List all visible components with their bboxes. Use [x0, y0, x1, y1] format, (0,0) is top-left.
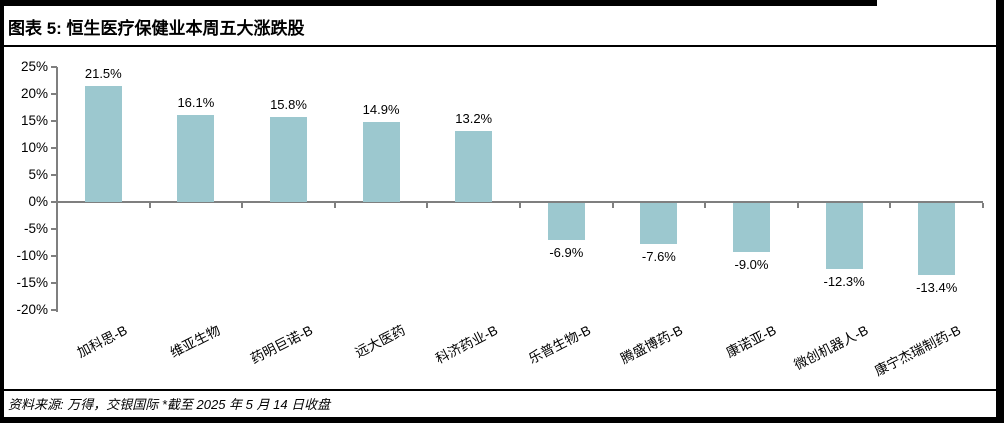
frame-right-rule — [996, 0, 1004, 423]
x-axis-tick — [704, 203, 707, 208]
y-axis-tick-label: 10% — [20, 140, 48, 156]
bar-value-label: -6.9% — [549, 245, 584, 261]
y-axis-tick — [51, 254, 57, 257]
bar — [84, 86, 122, 202]
bar-value-label: -7.6% — [641, 248, 676, 264]
y-axis-tick — [51, 120, 57, 123]
x-axis-tick — [333, 203, 336, 208]
x-axis-tick — [796, 203, 799, 208]
y-axis-tick-label: 0% — [28, 194, 48, 209]
y-axis-tick-label: 25% — [20, 59, 48, 75]
footer-separator-rule — [0, 389, 1004, 391]
y-axis-tick — [51, 93, 57, 96]
y-axis-tick — [51, 281, 57, 284]
y-axis-line — [56, 67, 58, 312]
y-axis-tick — [51, 66, 57, 69]
bar-value-label: 21.5% — [84, 66, 122, 82]
x-axis-zero-line — [56, 201, 983, 203]
y-axis-tick — [51, 147, 57, 150]
bar — [547, 203, 585, 241]
y-axis-tick — [51, 201, 57, 203]
x-axis-tick — [889, 203, 892, 208]
bar-value-label: 15.8% — [270, 96, 307, 112]
category-label: 乐普生物-B — [525, 322, 593, 367]
y-axis-tick-label: -20% — [16, 301, 48, 317]
category-label: 康诺亚-B — [723, 322, 779, 361]
bar — [918, 203, 956, 276]
chart-title: 图表 5: 恒生医疗保健业本周五大涨跌股 — [8, 19, 305, 38]
x-axis-tick — [426, 203, 429, 208]
frame-bottom-rule — [0, 417, 1004, 423]
x-axis-tick — [982, 203, 984, 208]
y-axis-tick-label: -10% — [16, 247, 48, 263]
bar-value-label: 14.9% — [362, 101, 400, 117]
category-label: 微创机器人-B — [791, 322, 871, 373]
bar-value-label: 13.2% — [455, 110, 493, 126]
bar — [640, 203, 678, 244]
bar — [733, 203, 770, 252]
bar-value-label: -12.3% — [823, 274, 865, 290]
x-axis-tick — [148, 203, 151, 208]
category-label: 腾盛博药-B — [618, 322, 686, 367]
bar — [362, 121, 400, 202]
x-axis-tick — [241, 203, 244, 208]
y-axis-tick-label: -15% — [16, 274, 48, 290]
y-axis-tick — [51, 308, 57, 311]
title-separator-rule — [0, 45, 1004, 47]
x-axis-tick — [611, 203, 614, 208]
y-axis-tick-label: -5% — [23, 220, 48, 236]
bar — [455, 130, 493, 202]
bar-value-label: -9.0% — [734, 256, 769, 272]
frame-left-rule — [0, 0, 4, 423]
x-axis-tick — [519, 203, 521, 208]
category-label: 维亚生物 — [167, 322, 223, 361]
bar-value-label: -13.4% — [916, 280, 958, 296]
category-label: 康宁杰瑞制药-B — [872, 322, 964, 379]
frame-top-rule — [0, 0, 877, 6]
category-label: 科济药业-B — [433, 322, 501, 367]
y-axis-tick-label: 15% — [20, 113, 48, 129]
bar — [270, 116, 307, 202]
category-label: 远大医药 — [352, 322, 408, 361]
category-label: 药明巨诺-B — [248, 322, 316, 367]
bar — [177, 115, 215, 202]
source-note: 资料来源: 万得，交银国际 *截至 2025 年 5 月 14 日收盘 — [8, 397, 331, 412]
y-axis-tick — [51, 227, 57, 230]
category-label: 加科思-B — [75, 322, 130, 361]
y-axis-tick-label: 5% — [28, 167, 48, 183]
y-axis-tick — [51, 174, 57, 177]
y-axis-tick-label: 20% — [20, 86, 48, 102]
bar-value-label: 16.1% — [177, 95, 215, 111]
bar — [825, 203, 863, 270]
